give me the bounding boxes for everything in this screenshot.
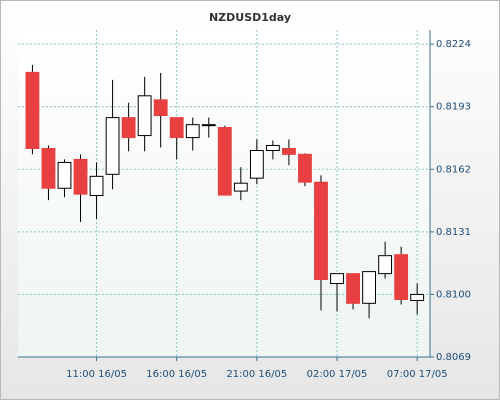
chart-title: NZDUSD1day (209, 11, 291, 24)
candle-body (314, 181, 328, 280)
candle-body (233, 182, 248, 192)
candle-body (105, 117, 120, 175)
y-tick-label: 0.8069 (436, 352, 471, 363)
candle-body (201, 124, 216, 127)
candle-body (265, 144, 280, 152)
x-tick-label: 11:00 16/05 (66, 369, 127, 380)
candle-body (25, 71, 40, 149)
y-tick-label: 0.8162 (436, 164, 471, 175)
candle-body (41, 147, 56, 189)
candle-body (137, 95, 152, 137)
candle-body (282, 147, 296, 155)
candle-body (169, 117, 184, 139)
candle-body (410, 293, 425, 301)
candle-body (298, 153, 312, 183)
candle-body (394, 254, 409, 300)
x-tick-label: 07:00 17/05 (387, 369, 448, 380)
candle-body (57, 161, 72, 189)
candle-body (153, 99, 168, 117)
y-tick-label: 0.8224 (436, 39, 471, 50)
candle-body (249, 150, 264, 179)
y-tick-label: 0.8131 (436, 227, 471, 238)
candle-body (330, 273, 344, 285)
candle-body (89, 175, 104, 197)
x-tick-label: 02:00 17/05 (307, 369, 368, 380)
candle-body (121, 117, 136, 139)
y-tick-label: 0.8193 (436, 102, 471, 113)
candle-body (185, 124, 200, 139)
x-tick-label: 21:00 16/05 (226, 369, 287, 380)
candle-body (217, 126, 232, 196)
candle-body (362, 271, 376, 304)
y-tick-label: 0.8100 (436, 289, 471, 300)
candle-body (73, 158, 88, 195)
candle-body (346, 273, 360, 304)
candle-body (378, 255, 393, 275)
x-tick-label: 16:00 16/05 (146, 369, 207, 380)
